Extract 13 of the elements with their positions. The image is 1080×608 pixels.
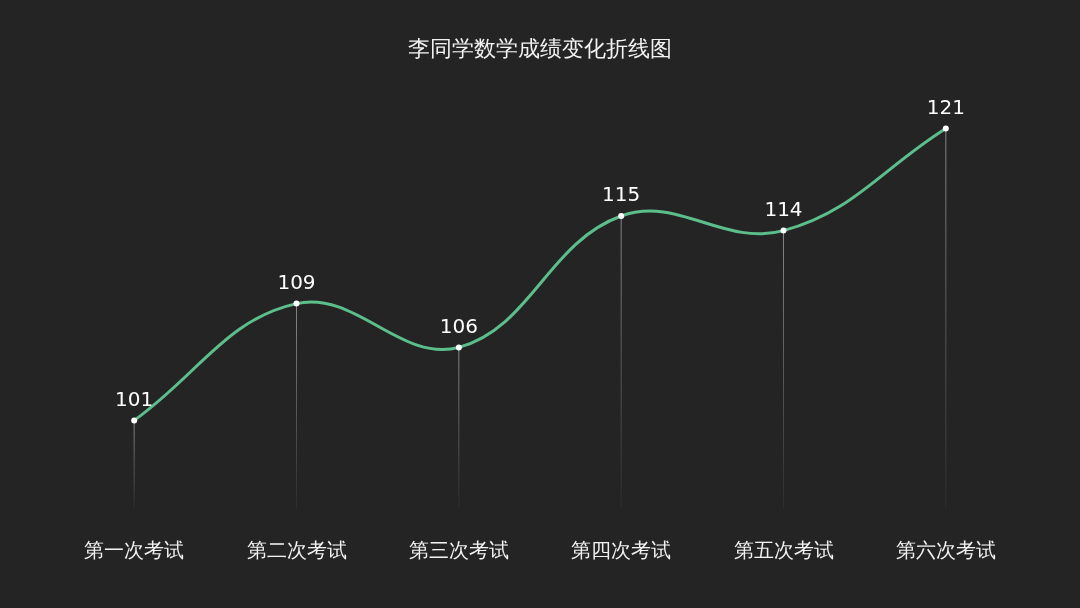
data-label: 101 xyxy=(115,386,154,411)
chart-title: 李同学数学成绩变化折线图 xyxy=(407,35,673,63)
x-tick-label: 第六次考试 xyxy=(895,538,996,563)
x-tick-label: 第五次考试 xyxy=(733,538,834,563)
x-tick-label: 第三次考试 xyxy=(408,538,509,563)
x-tick-label: 第二次考试 xyxy=(246,538,347,563)
x-tick-label: 第一次考试 xyxy=(84,538,185,563)
x-tick-label: 第四次考试 xyxy=(571,538,672,563)
data-label: 114 xyxy=(764,196,803,221)
data-label: 106 xyxy=(439,313,478,338)
data-label: 115 xyxy=(602,182,641,207)
data-label: 109 xyxy=(277,269,316,294)
data-label: 121 xyxy=(926,94,965,119)
